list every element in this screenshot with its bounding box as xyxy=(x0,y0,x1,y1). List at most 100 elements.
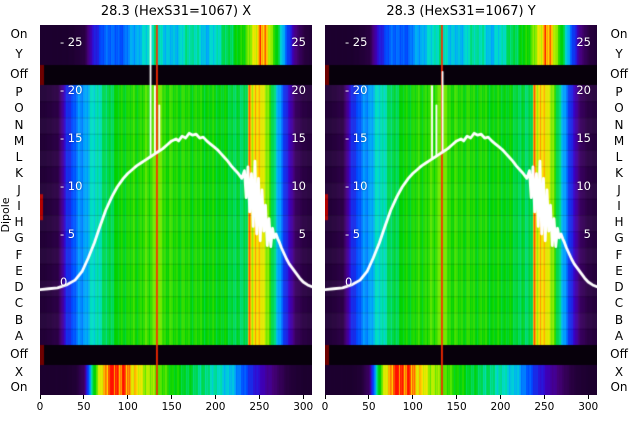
row-label-p-3: P xyxy=(615,85,623,100)
row-label-m-6: M xyxy=(613,133,625,148)
panel-x: 28.3 (HexS31=1067) X - 25 - 20 - 15 - 10 - 5… xyxy=(37,0,314,440)
inner-right-tick-label: 5 xyxy=(298,227,306,241)
inner-left-tick-label: 0 xyxy=(60,275,68,289)
row-label-l-7: L xyxy=(15,150,23,165)
inner-left-tick-label: - 20 xyxy=(60,83,83,97)
x-tick-mark xyxy=(499,395,501,399)
row-label-l-7: L xyxy=(615,150,623,165)
x-tick-label: 250 xyxy=(534,401,555,413)
inner-left-tick-label: - 15 xyxy=(345,131,368,145)
row-label-n-5: N xyxy=(614,117,624,132)
panel-y: 28.3 (HexS31=1067) Y - 25 - 20 - 15 - 10 - 5… xyxy=(322,0,599,440)
row-label-f-13: F xyxy=(15,247,23,262)
row-label-m-6: M xyxy=(13,133,25,148)
x-tick-mark xyxy=(127,395,129,399)
inner-right-tick-label: 25 xyxy=(291,35,306,49)
row-label-b-17: B xyxy=(614,312,624,327)
x-tick-mark xyxy=(412,395,414,399)
row-label-o-4: O xyxy=(614,101,624,116)
row-label-x-20: X xyxy=(614,364,624,379)
inner-right-tick-label: 20 xyxy=(576,83,591,97)
x-tick-label: 300 xyxy=(293,401,314,413)
row-label-i-10: I xyxy=(17,198,21,213)
row-label-g-12: G xyxy=(614,231,624,246)
inner-right-tick-label: 15 xyxy=(291,131,306,145)
row-label-y-1: Y xyxy=(15,47,23,61)
inner-right-tick-label: 25 xyxy=(576,35,591,49)
row-label-j-9: J xyxy=(617,182,621,197)
row-label-on-21: On xyxy=(610,379,628,394)
row-label-o-4: O xyxy=(14,101,24,116)
inner-right-tick-label: 5 xyxy=(583,227,591,241)
row-label-a-18: A xyxy=(614,328,624,343)
inner-left-tick-label: - 10 xyxy=(345,179,368,193)
row-label-on-21: On xyxy=(10,379,28,394)
row-label-b-17: B xyxy=(14,312,24,327)
row-label-g-12: G xyxy=(14,231,24,246)
row-label-off-19: Off xyxy=(10,347,28,361)
row-label-h-11: H xyxy=(14,215,24,230)
x-tick-mark xyxy=(368,395,370,399)
x-tick-label: 250 xyxy=(249,401,270,413)
x-tick-label: 200 xyxy=(490,401,511,413)
x-tick-mark xyxy=(214,395,216,399)
x-tick-mark xyxy=(171,395,173,399)
x-tick-mark xyxy=(543,395,545,399)
inner-left-tick-label: - 20 xyxy=(345,83,368,97)
inner-left-tick-label: - 10 xyxy=(60,179,83,193)
x-tick-label: 0 xyxy=(321,401,329,413)
x-tick-label: 150 xyxy=(161,401,182,413)
inner-right-tick-label: 15 xyxy=(576,131,591,145)
inner-right-tick-label: 10 xyxy=(576,179,591,193)
x-tick-mark xyxy=(302,395,304,399)
right-row-labels: On Y Off P O N M L K J I H G F E D C B A Off X On xyxy=(604,0,634,440)
heatmap-canvas-x xyxy=(40,25,312,395)
inner-left-tick-label: - 5 xyxy=(60,227,76,241)
x-tick-label: 300 xyxy=(578,401,599,413)
x-tick-mark xyxy=(83,395,85,399)
x-tick-label: 100 xyxy=(402,401,423,413)
row-label-n-5: N xyxy=(14,117,24,132)
x-tick-mark xyxy=(587,395,589,399)
inner-left-tick-label: - 15 xyxy=(60,131,83,145)
row-label-x-20: X xyxy=(14,364,24,379)
inner-left-tick-label: - 25 xyxy=(60,35,83,49)
row-label-a-18: A xyxy=(14,328,24,343)
inner-left-tick-label: 0 xyxy=(345,275,353,289)
row-label-k-8: K xyxy=(615,166,623,181)
inner-left-tick-label: - 25 xyxy=(345,35,368,49)
x-tick-mark xyxy=(39,395,41,399)
x-tick-label: 50 xyxy=(77,401,91,413)
x-tick-mark xyxy=(324,395,326,399)
row-label-e-14: E xyxy=(15,263,23,278)
row-label-d-15: D xyxy=(14,280,24,295)
row-label-j-9: J xyxy=(17,182,21,197)
row-label-off-2: Off xyxy=(10,67,28,81)
panel-x-title: 28.3 (HexS31=1067) X xyxy=(100,4,252,19)
x-tick-label: 150 xyxy=(446,401,467,413)
x-tick-label: 200 xyxy=(205,401,226,413)
row-label-c-16: C xyxy=(14,296,24,311)
row-label-on-0: On xyxy=(610,27,628,41)
heatmap-canvas-y xyxy=(325,25,597,395)
x-tick-label: 100 xyxy=(117,401,138,413)
inner-left-tick-label: - 5 xyxy=(345,227,361,241)
x-tick-label: 0 xyxy=(36,401,44,413)
row-label-f-13: F xyxy=(615,247,623,262)
row-label-d-15: D xyxy=(614,280,624,295)
inner-right-tick-label: 10 xyxy=(291,179,306,193)
row-label-p-3: P xyxy=(15,85,23,100)
row-label-e-14: E xyxy=(615,263,623,278)
row-label-c-16: C xyxy=(614,296,624,311)
row-label-h-11: H xyxy=(614,215,624,230)
left-row-labels: On Y Off P O N M L K J I H G F E D C B A Off X On xyxy=(6,0,32,440)
x-tick-mark xyxy=(258,395,260,399)
row-label-off-19: Off xyxy=(610,347,628,361)
x-tick-mark xyxy=(456,395,458,399)
row-label-i-10: I xyxy=(617,198,621,213)
panel-y-title: 28.3 (HexS31=1067) Y xyxy=(386,4,536,19)
x-tick-label: 50 xyxy=(362,401,376,413)
row-label-y-1: Y xyxy=(615,47,623,61)
row-label-off-2: Off xyxy=(610,67,628,81)
